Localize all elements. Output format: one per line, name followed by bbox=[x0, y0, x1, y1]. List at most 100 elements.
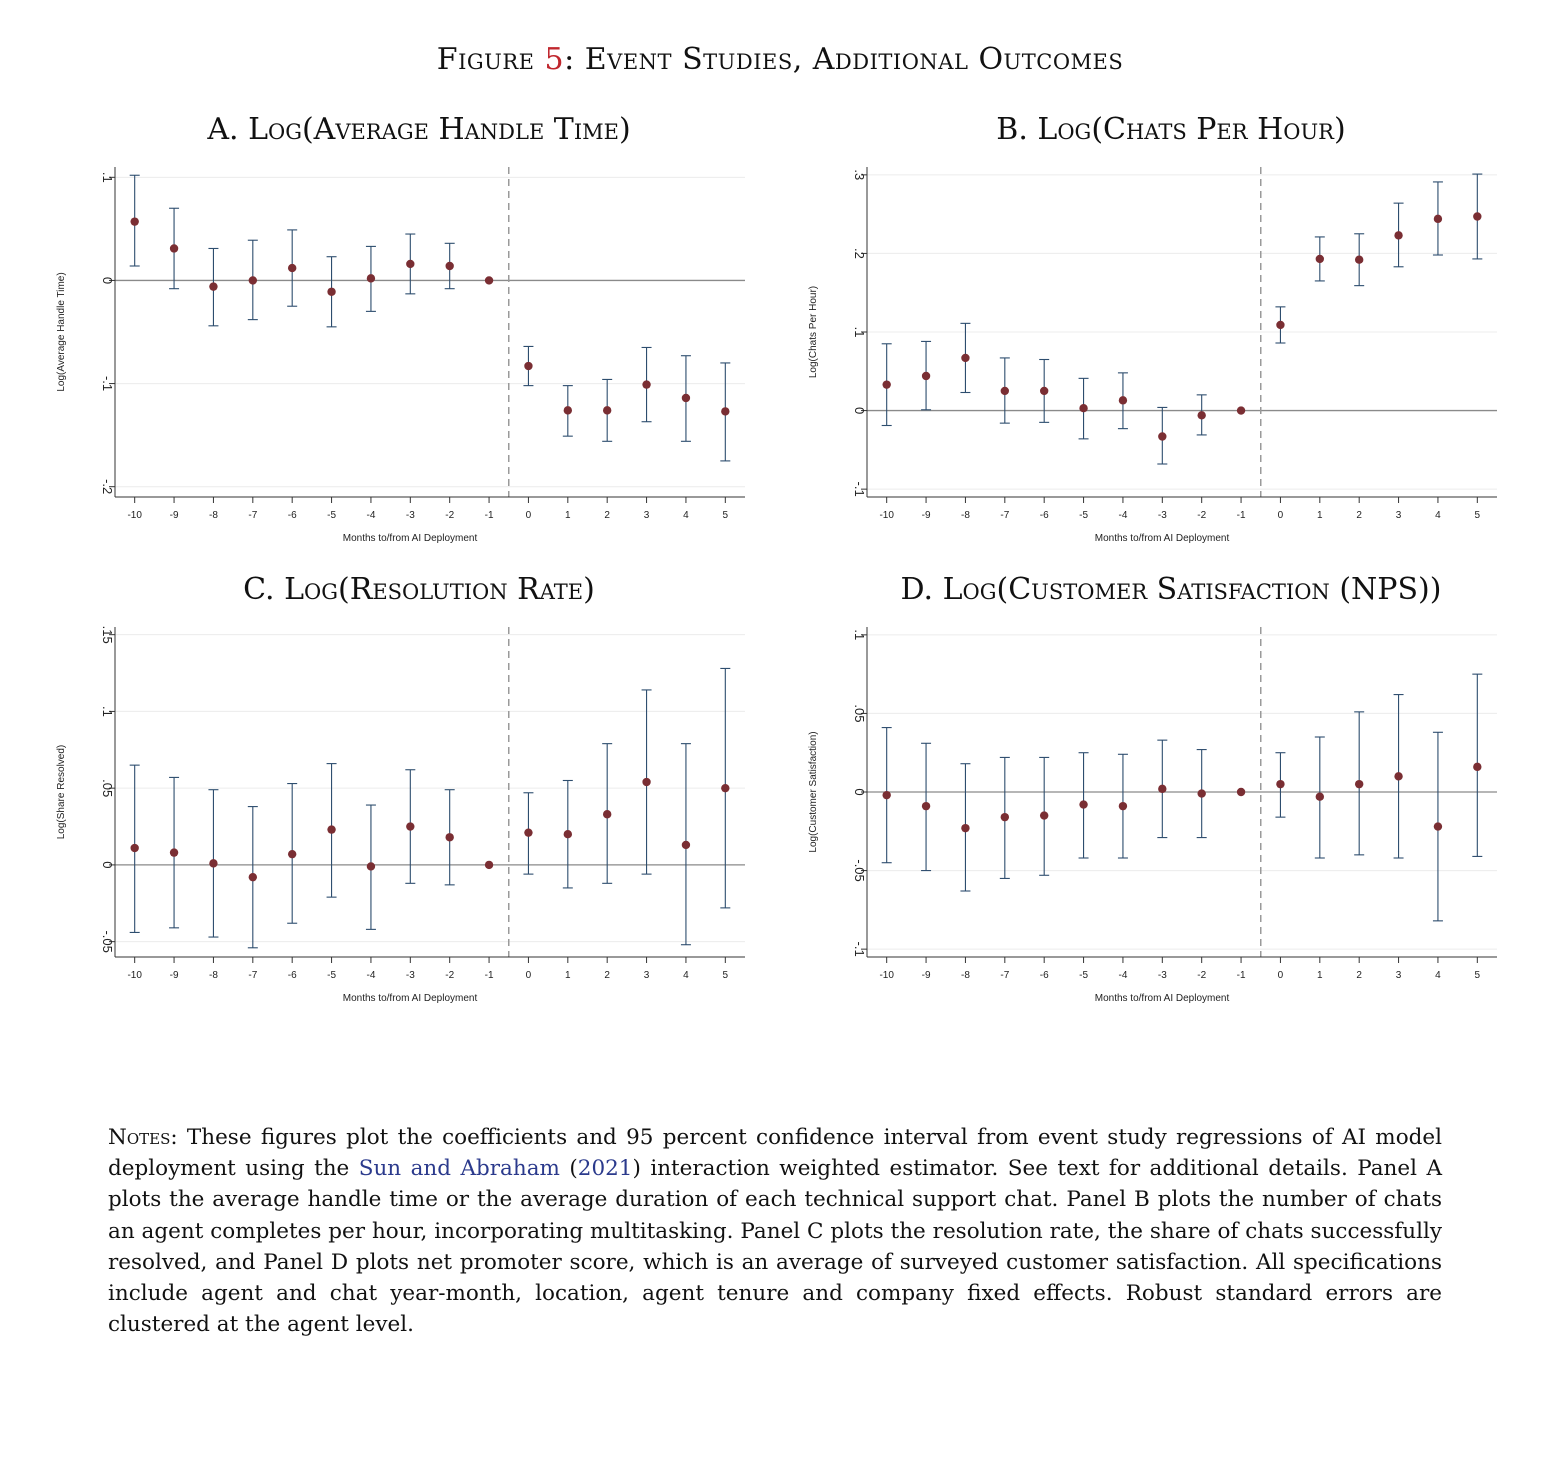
coefficient-point bbox=[1315, 792, 1325, 801]
chart-a: -.2-.10.1-10 -9 -8 -7 -6 -5 -4 -3 -2 -1 0 1 2 3 4 5Mont… bbox=[56, 167, 745, 544]
panel-d: D. Log(Customer Satisfaction (NPS)) -.1 -… bbox=[792, 570, 1512, 1030]
x-tick-label: -6 bbox=[288, 970, 297, 981]
x-tick-label: 4 bbox=[1435, 970, 1441, 981]
x-tick-label: -1 bbox=[485, 970, 494, 981]
panel-c: C. Log(Resolution Rate) -.05 0.05.1.15 -10… bbox=[40, 570, 760, 1030]
coefficient-point bbox=[721, 407, 730, 416]
figure-colon: : bbox=[564, 42, 575, 77]
x-tick-label: 1 bbox=[1317, 510, 1323, 521]
coefficient-point bbox=[1158, 784, 1167, 794]
x-tick-label: 2 bbox=[1356, 970, 1362, 981]
x-tick-label: -3 bbox=[1158, 510, 1167, 521]
figure-notes: Notes: These figures plot the coefficien… bbox=[108, 1122, 1442, 1340]
y-tick-label: 0 bbox=[852, 407, 867, 414]
y-tick-label: .1 bbox=[852, 327, 867, 338]
coefficient-point bbox=[1079, 404, 1088, 413]
coefficient-point bbox=[209, 859, 218, 868]
x-tick-label: 1 bbox=[1317, 970, 1323, 981]
coefficient-point bbox=[484, 860, 494, 870]
coefficient-point bbox=[1473, 212, 1482, 221]
citation-authors-link[interactable]: Sun and Abraham bbox=[358, 1156, 560, 1182]
figure-title: Figure 5: Event Studies, Additional Outc… bbox=[0, 42, 1560, 77]
coefficient-point bbox=[248, 872, 258, 882]
y-tick-label: 0 bbox=[852, 788, 867, 795]
x-tick-label: 0 bbox=[526, 510, 532, 521]
x-tick-label: 2 bbox=[1356, 510, 1362, 521]
panel-title: A. Log(Average Handle Time) bbox=[207, 112, 631, 147]
x-tick-label: -5 bbox=[1079, 510, 1088, 521]
x-tick-label: -9 bbox=[922, 510, 931, 521]
x-axis-label: Months to/from AI Deployment bbox=[343, 533, 478, 544]
coefficient-point bbox=[961, 353, 970, 363]
coefficient-point bbox=[563, 830, 573, 839]
coefficient-point bbox=[1236, 787, 1246, 797]
panel-title: C. Log(Resolution Rate) bbox=[243, 572, 595, 607]
y-tick-label: 0 bbox=[100, 277, 115, 284]
y-tick-label: 0 bbox=[100, 861, 115, 868]
y-tick-label: .05 bbox=[100, 779, 115, 797]
coefficient-point bbox=[1039, 386, 1049, 396]
coefficient-point bbox=[1000, 812, 1010, 822]
x-tick-label: 3 bbox=[644, 510, 650, 521]
x-tick-label: -8 bbox=[209, 510, 218, 521]
coefficient-point bbox=[681, 840, 691, 850]
x-tick-label: -5 bbox=[327, 970, 336, 981]
coefficient-point bbox=[721, 783, 730, 793]
x-tick-label: -4 bbox=[366, 970, 375, 981]
x-tick-label: 4 bbox=[683, 510, 689, 521]
coefficient-point bbox=[1236, 406, 1246, 415]
y-tick-label: .1 bbox=[852, 629, 867, 640]
coefficient-point bbox=[961, 823, 970, 833]
coefficient-point bbox=[602, 810, 612, 819]
coefficient-point bbox=[327, 287, 336, 296]
x-tick-label: 0 bbox=[1278, 970, 1284, 981]
coefficient-point bbox=[1394, 231, 1403, 240]
x-tick-label: -3 bbox=[406, 970, 415, 981]
coefficient-point bbox=[882, 380, 891, 389]
coefficient-point bbox=[366, 274, 376, 283]
x-axis-label: Months to/from AI Deployment bbox=[1095, 533, 1230, 544]
coefficient-point bbox=[1197, 411, 1206, 420]
x-tick-label: -6 bbox=[1040, 510, 1049, 521]
x-tick-label: -8 bbox=[961, 510, 970, 521]
figure-number: 5 bbox=[544, 42, 565, 77]
y-tick-label: .1 bbox=[100, 706, 115, 717]
coefficient-point bbox=[366, 862, 376, 871]
coefficient-point bbox=[327, 825, 336, 834]
y-tick-label: -.05 bbox=[852, 859, 867, 881]
y-tick-label: -.1 bbox=[852, 942, 867, 957]
citation-year-link[interactable]: 2021 bbox=[577, 1156, 633, 1182]
coefficient-point bbox=[1079, 800, 1088, 809]
figure-title-text: Event Studies, Additional Outcomes bbox=[584, 42, 1124, 77]
x-tick-label: 5 bbox=[723, 510, 729, 521]
x-tick-label: -8 bbox=[961, 970, 970, 981]
x-tick-label: -4 bbox=[1118, 970, 1127, 981]
chart-c: -.050.05.1.15-10 -9 -8 -7 -6 -5 -4 -3 -2 -1 0 1 2 3 4 5… bbox=[56, 626, 745, 1004]
x-tick-label: -10 bbox=[127, 970, 142, 981]
x-tick-label: -9 bbox=[170, 510, 179, 521]
citation-open: ( bbox=[559, 1156, 578, 1182]
coefficient-point bbox=[445, 833, 454, 842]
x-tick-label: -1 bbox=[1237, 970, 1246, 981]
coefficient-point bbox=[287, 849, 297, 859]
coefficient-point bbox=[1197, 789, 1206, 798]
coefficient-point bbox=[1039, 811, 1049, 820]
coefficient-point bbox=[1118, 396, 1128, 405]
y-tick-label: .1 bbox=[100, 172, 115, 183]
x-tick-label: 3 bbox=[1396, 510, 1402, 521]
x-tick-label: -7 bbox=[248, 970, 257, 981]
coefficient-point bbox=[882, 790, 891, 800]
y-axis-label: Log(Average Handle Time) bbox=[56, 272, 67, 391]
x-tick-label: -4 bbox=[366, 510, 375, 521]
x-tick-label: 4 bbox=[1435, 510, 1441, 521]
coefficient-point bbox=[563, 406, 573, 415]
x-tick-label: -4 bbox=[1118, 510, 1127, 521]
coefficient-point bbox=[287, 263, 297, 273]
y-axis-label: Log(Chats Per Hour) bbox=[808, 286, 819, 378]
coefficient-point bbox=[1354, 779, 1364, 789]
x-tick-label: -2 bbox=[445, 510, 454, 521]
y-tick-label: -.05 bbox=[100, 930, 115, 952]
coefficient-point bbox=[130, 843, 139, 853]
x-tick-label: -6 bbox=[288, 510, 297, 521]
y-tick-label: .05 bbox=[852, 704, 867, 722]
